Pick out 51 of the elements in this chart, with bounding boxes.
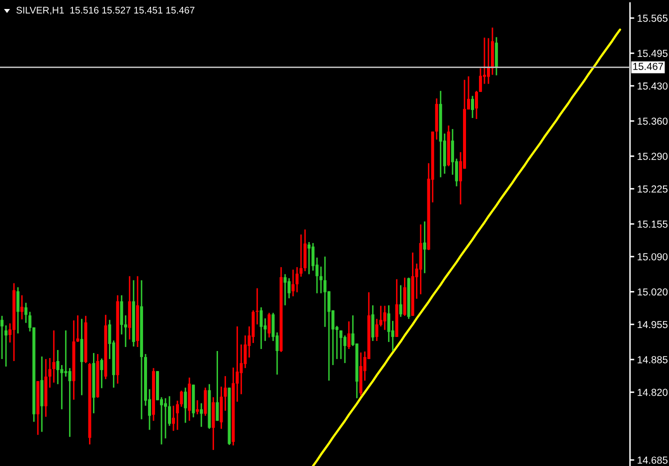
y-tick-label: 14.685 [638,456,668,464]
candlestick [100,358,104,389]
candlestick [20,294,24,320]
candlestick [474,90,478,120]
candlestick [184,386,187,424]
candlestick [120,294,124,336]
y-tick-label: 15.090 [638,253,668,260]
candlestick [371,304,374,342]
candlestick [478,68,482,93]
y-tick-label: 14.955 [638,320,668,328]
candlestick [292,268,295,297]
y-tick-label: 15.290 [638,152,668,160]
candlestick [52,330,56,384]
y-tick-label: 15.020 [638,288,668,296]
candlestick [16,286,20,334]
candlestick [268,312,271,338]
candlestick [196,400,199,415]
candlestick [471,95,474,119]
candlestick [296,266,299,293]
candlestick [164,398,167,440]
candlestick [347,320,350,350]
candlestick [343,334,346,364]
candlestick [64,330,68,378]
y-tick-label: 15.430 [638,82,668,90]
candlestick [260,306,263,350]
candlestick [68,367,72,438]
y-tick-label: 14.885 [638,356,668,364]
y-tick-label: 15.495 [638,50,668,57]
candlestick [319,266,322,294]
y-tick-label: 15.225 [638,185,668,193]
candlestick [216,350,219,422]
candlestick [168,396,171,427]
line-series [312,28,622,466]
candlestick [423,220,426,274]
candlestick [323,256,326,328]
y-tick-label: 15.565 [638,14,668,22]
candlestick [339,330,342,360]
candlestick [200,402,203,428]
candlestick [284,273,287,306]
candlestick [399,284,402,318]
candlestick [383,305,386,331]
y-tick-label: 15.155 [638,220,668,228]
y-tick-label: 14.820 [638,388,668,396]
candlestick [204,386,207,416]
candlestick [0,315,4,360]
candlestick [80,318,84,396]
chart-title: SILVER,H1 15.516 15.527 15.451 15.467 [16,6,194,15]
candlestick [4,324,8,368]
ref-line-label: 15.467 [633,62,664,70]
candlestick [308,241,311,275]
y-tick-label: 15.360 [638,118,668,125]
